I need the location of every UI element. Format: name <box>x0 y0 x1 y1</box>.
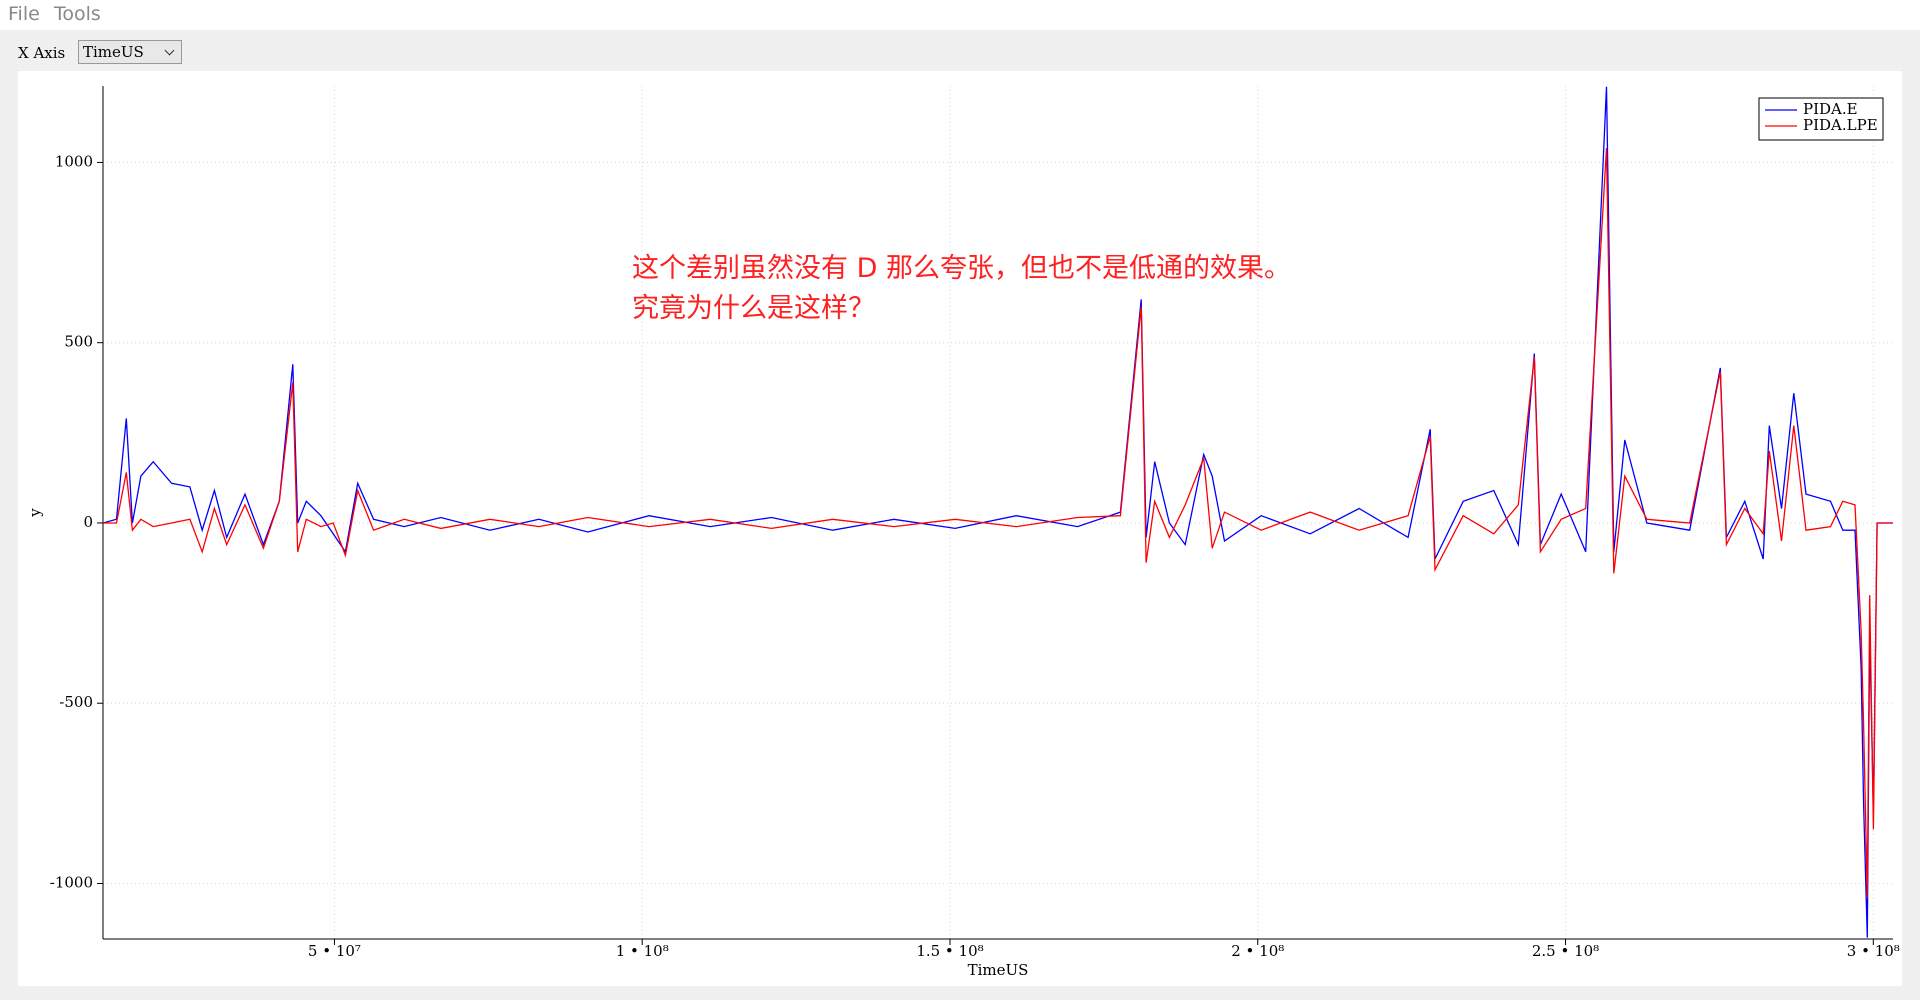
y-tick-label: 0 <box>83 513 93 531</box>
y-tick-label: -1000 <box>50 873 93 891</box>
y-tick-label: 1000 <box>55 152 93 170</box>
y-tick-label: -500 <box>59 693 93 711</box>
menu-bar: File Tools <box>0 0 1920 30</box>
series-line <box>103 86 1893 938</box>
annotation: 究竟为什么是这样？ <box>632 293 875 324</box>
x-tick-label: 5 • 10⁷ <box>308 942 361 960</box>
x-tick-label: 2 • 10⁸ <box>1231 942 1284 960</box>
legend-box <box>1758 97 1884 141</box>
x-tick-label: 1.5 • 10⁸ <box>916 942 983 960</box>
x-tick-label: 2.5 • 10⁸ <box>1532 942 1599 960</box>
x-axis-title: TimeUS <box>968 961 1029 979</box>
legend-label: PIDA.E <box>1803 100 1858 118</box>
x-axis-select[interactable]: TimeUS <box>78 40 182 64</box>
menu-item[interactable]: File <box>8 3 40 25</box>
plot-panel <box>18 71 1902 986</box>
x-tick-label: 3 • 10⁸ <box>1847 942 1900 960</box>
series-line <box>103 147 1893 898</box>
menu-item[interactable]: Tools <box>54 3 101 25</box>
x-axis-label: X Axis <box>18 44 66 62</box>
legend-label: PIDA.LPE <box>1803 116 1878 134</box>
x-tick-label: 1 • 10⁸ <box>616 942 669 960</box>
annotation: 这个差别虽然没有 D 那么夸张，但也不是低通的效果。 <box>632 253 1291 284</box>
y-tick-label: 500 <box>64 333 93 351</box>
y-axis-title: y <box>26 508 44 518</box>
